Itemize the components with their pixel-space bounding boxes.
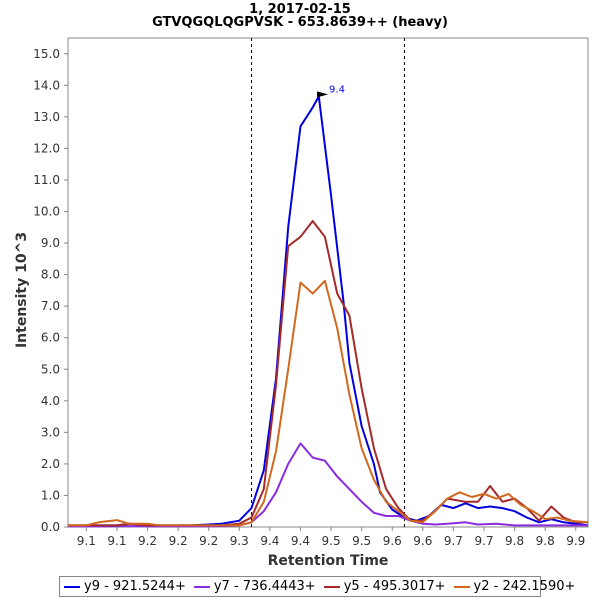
chart-title-line2: GTVQGQLQGPVSK - 653.8639++ (heavy) (152, 15, 448, 30)
y-tick-label: 5.0 (41, 362, 60, 376)
y-tick-label: 2.0 (41, 457, 60, 471)
y-tick-label: 4.0 (41, 394, 60, 408)
x-axis-title: Retention Time (268, 553, 389, 569)
x-tick-label: 9.2 (138, 534, 157, 548)
y-axis-title: Intensity 10^3 (14, 232, 30, 348)
legend-label: y7 - 736.4443+ (213, 579, 316, 594)
legend-item: y9 - 921.5244+ (64, 579, 186, 594)
plot-area (67, 37, 589, 528)
y-tick-label: 0.0 (41, 520, 60, 534)
x-tick-label: 9.1 (77, 534, 96, 548)
legend-label: y5 - 495.3017+ (343, 579, 446, 594)
y-tick-label: 13.0 (33, 110, 60, 124)
x-tick-label: 9.6 (383, 534, 402, 548)
legend-item: y2 - 242.1590+ (453, 579, 576, 594)
legend: y9 - 921.5244+ y7 - 736.4443+ y5 - 495.301… (59, 576, 575, 597)
x-tick-label: 9.6 (413, 534, 432, 548)
legend-label: y9 - 921.5244+ (84, 579, 186, 594)
x-tick-label: 9.8 (505, 534, 524, 548)
x-tick-label: 9.8 (536, 534, 555, 548)
y-tick-label: 1.0 (41, 488, 60, 502)
chart-title-line1: 1, 2017-02-15 (249, 2, 351, 17)
legend-item: y7 - 736.4443+ (193, 579, 316, 594)
legend-label: y2 - 242.1590+ (473, 579, 576, 594)
y-tick-label: 7.0 (41, 299, 60, 313)
y-axis: 0.0 1.0 2.0 3.0 4.0 5.0 6.0 7.0 8.0 9.0 10.0 11.0 12… (33, 47, 68, 534)
legend-swatch (64, 585, 80, 588)
y-tick-label: 8.0 (41, 268, 60, 282)
y-tick-label: 15.0 (33, 47, 60, 61)
x-tick-label: 9.1 (107, 534, 126, 548)
x-tick-label: 9.4 (260, 534, 279, 548)
x-tick-label: 9.7 (444, 534, 463, 548)
legend-swatch (453, 585, 470, 588)
peak-label: 9.4 (329, 84, 345, 95)
y-tick-label: 9.0 (41, 236, 60, 250)
x-tick-label: 9.9 (566, 534, 585, 548)
y-tick-label: 3.0 (41, 425, 60, 439)
y-tick-label: 10.0 (33, 205, 60, 219)
x-axis: 9.1 9.1 9.2 9.2 9.2 9.3 9.4 9.4 9.5 9.5 9.6 9.6 9.7 9… (77, 527, 585, 548)
x-tick-label: 9.5 (322, 534, 341, 548)
y-tick-label: 12.0 (33, 141, 60, 155)
y-tick-label: 14.0 (33, 78, 60, 92)
x-tick-label: 9.3 (230, 534, 249, 548)
x-tick-label: 9.5 (352, 534, 371, 548)
peak-annotation: 9.4 (317, 84, 345, 98)
peak-marker-icon (317, 91, 329, 98)
x-tick-label: 9.2 (199, 534, 218, 548)
series-lines (68, 95, 589, 528)
y-tick-label: 11.0 (33, 173, 60, 187)
x-tick-label: 9.7 (474, 534, 493, 548)
series-line-y2 (68, 279, 589, 527)
x-tick-label: 9.4 (291, 534, 310, 548)
x-tick-label: 9.2 (169, 534, 188, 548)
legend-swatch (193, 585, 210, 588)
y-tick-label: 6.0 (41, 331, 60, 345)
legend-swatch (323, 585, 340, 588)
legend-item: y5 - 495.3017+ (323, 579, 446, 594)
